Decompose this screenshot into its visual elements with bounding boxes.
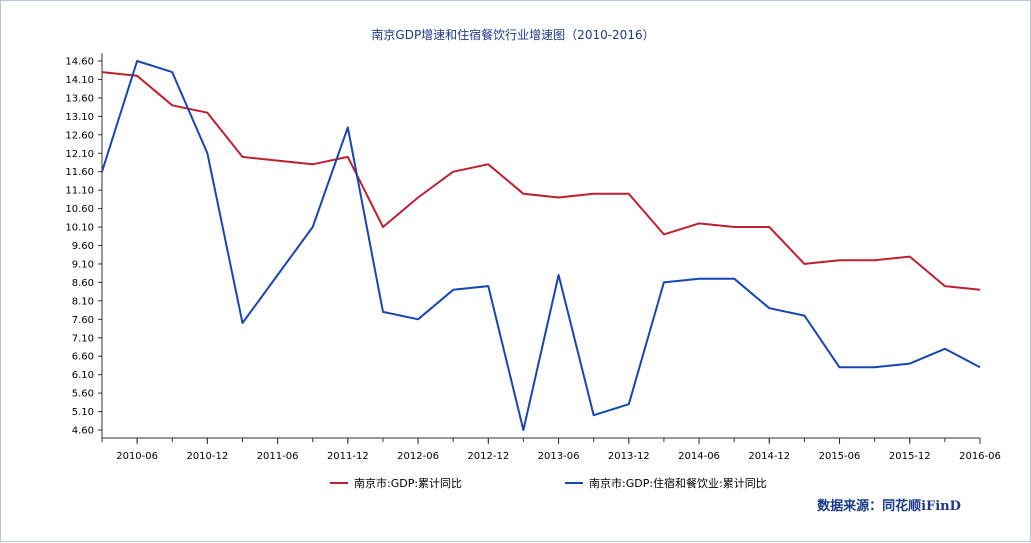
x-tick-label: 2012-06 — [397, 451, 439, 462]
y-tick-label: 13.60 — [65, 93, 94, 104]
x-tick-label: 2014-06 — [678, 451, 720, 462]
y-tick-label: 11.60 — [65, 167, 94, 178]
y-tick-label: 10.60 — [65, 204, 94, 215]
legend-label-0: 南京市:GDP:累计同比 — [354, 476, 462, 490]
y-tick-label: 14.10 — [65, 75, 94, 86]
x-tick-label: 2010-12 — [186, 451, 228, 462]
y-tick-label: 12.10 — [65, 149, 94, 160]
y-tick-label: 9.60 — [72, 241, 94, 252]
chart-title: 南京GDP增速和住宿餐饮行业增速图（2010-2016） — [371, 27, 654, 42]
x-tick-label: 2015-12 — [889, 451, 931, 462]
axes — [101, 53, 980, 439]
legend-label-1: 南京市:GDP:住宿和餐饮业:累计同比 — [589, 476, 767, 490]
y-tick-label: 8.60 — [72, 278, 94, 289]
x-tick-label: 2010-06 — [116, 451, 158, 462]
y-tick-label: 7.10 — [72, 333, 94, 344]
legend: 南京市:GDP:累计同比 南京市:GDP:住宿和餐饮业:累计同比 — [330, 476, 767, 490]
x-tick-label: 2011-12 — [327, 451, 369, 462]
source-note: 数据来源：同花顺iFinD — [817, 498, 961, 514]
series-line-0 — [101, 71, 981, 291]
x-tick-label: 2014-12 — [748, 451, 790, 462]
x-tick-label: 2013-12 — [608, 451, 650, 462]
x-tick-label: 2011-06 — [257, 451, 299, 462]
y-tick-label: 6.10 — [72, 370, 94, 381]
y-tick-label: 14.60 — [65, 57, 94, 68]
x-tick-label: 2013-06 — [538, 451, 580, 462]
y-tick-label: 9.10 — [72, 259, 94, 270]
y-tick-label: 7.60 — [72, 315, 94, 326]
y-tick-label: 12.60 — [65, 130, 94, 141]
y-tick-label: 10.10 — [65, 223, 94, 234]
y-tick-label: 13.10 — [65, 112, 94, 123]
x-tick-label: 2012-12 — [467, 451, 509, 462]
y-tick-label: 4.60 — [72, 426, 94, 437]
x-tick-label: 2015-06 — [819, 451, 861, 462]
x-tick-label: 2016-06 — [959, 451, 1001, 462]
x-axis-ticks: 2010-06 2010-12 2011-06 2011-12 2012-06 2012-… — [101, 438, 1001, 462]
y-axis-ticks: 14.60 14.10 13.60 13.10 12.60 12.10 11.60 11.10… — [65, 57, 102, 437]
series-line-1 — [101, 60, 981, 431]
series-lines — [101, 60, 981, 431]
y-tick-label: 5.60 — [72, 389, 94, 400]
y-tick-label: 11.10 — [65, 186, 94, 197]
y-tick-label: 5.10 — [72, 407, 94, 418]
y-tick-label: 8.10 — [72, 296, 94, 307]
y-tick-label: 6.60 — [72, 352, 94, 363]
